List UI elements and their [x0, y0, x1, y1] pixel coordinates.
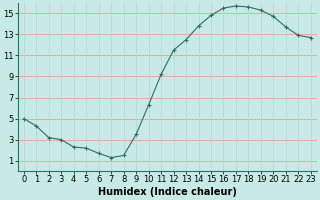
- X-axis label: Humidex (Indice chaleur): Humidex (Indice chaleur): [98, 187, 237, 197]
